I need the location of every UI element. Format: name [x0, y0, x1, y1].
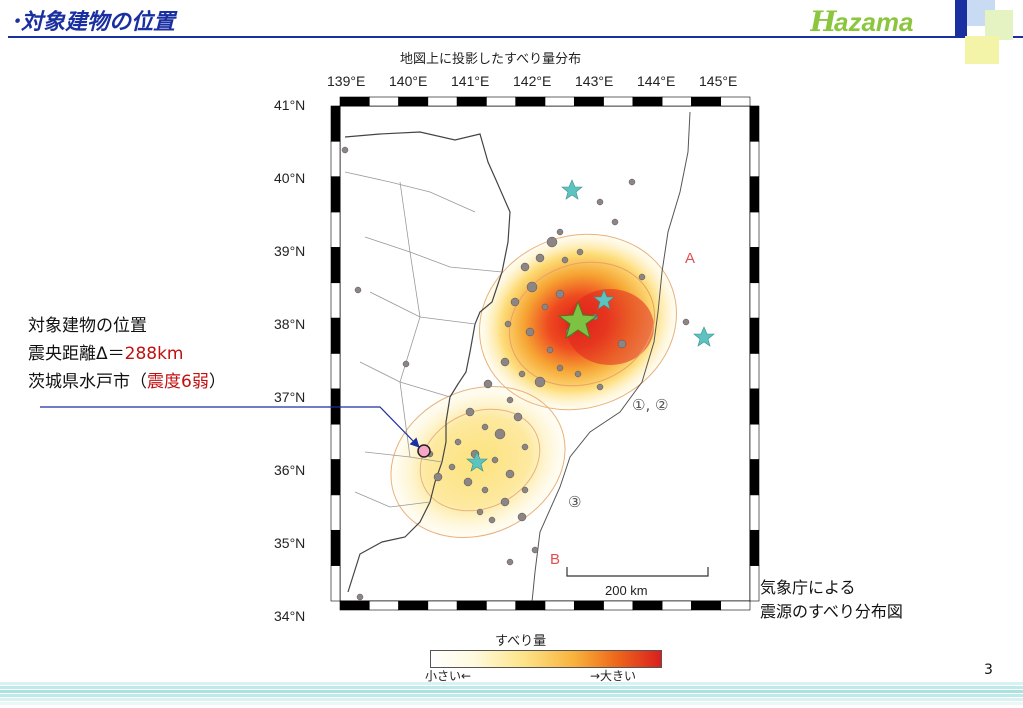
coastline: [344, 131, 511, 593]
label-b: B: [550, 551, 560, 568]
legend-small-label: 小さい←: [425, 669, 472, 683]
lat-tick-label: 40°N: [274, 170, 305, 186]
annotation-distance: 震央距離Δ＝288km: [28, 344, 184, 364]
lat-tick-label: 37°N: [274, 389, 305, 405]
svg-text:H: H: [810, 6, 838, 36]
lat-tick-label: 41°N: [274, 97, 305, 113]
footer-stripes: [0, 682, 1023, 705]
legend-title: すべり量: [495, 634, 547, 649]
title-underline: [8, 36, 1023, 38]
lon-tick-label: 139°E: [327, 73, 365, 89]
lon-tick-label: 143°E: [575, 73, 613, 89]
label-region-12: ①, ②: [632, 396, 668, 414]
aftershock-dots: [341, 146, 690, 601]
scale-bar: [566, 567, 709, 577]
lat-tick-label: 39°N: [274, 243, 305, 259]
slide-title: ･対象建物の位置: [10, 10, 176, 35]
scale-label: 200 km: [605, 583, 648, 598]
annotation-location: 茨城県水戸市（震度6弱）: [28, 372, 226, 392]
site-marker: [417, 444, 431, 458]
distance-value: 288km: [124, 344, 184, 364]
aftershock-star-icon: [593, 289, 615, 310]
lon-tick-label: 142°E: [513, 73, 551, 89]
aftershock-star-icon: [561, 179, 583, 200]
label-region-3: ③: [568, 493, 581, 511]
aftershock-star-icon: [466, 451, 488, 472]
trench-line: [531, 111, 691, 603]
lat-tick-label: 38°N: [274, 316, 305, 332]
location-suffix: ）: [208, 372, 226, 392]
lon-tick-label: 144°E: [637, 73, 675, 89]
location-label: 茨城県水戸市（: [28, 372, 147, 392]
map-title: 地図上に投影したすべり量分布: [400, 52, 582, 67]
lat-tick-label: 35°N: [274, 535, 305, 551]
intensity-value: 震度6弱: [147, 372, 209, 392]
distance-label: 震央距離Δ＝: [28, 344, 125, 364]
frame-border: [330, 96, 760, 611]
svg-text:azama: azama: [834, 7, 914, 36]
aftershock-star-icon: [693, 326, 715, 347]
annotation-building: 対象建物の位置: [28, 316, 147, 336]
company-logo: H azama: [810, 6, 914, 36]
longitude-labels: 139°E 140°E 141°E 142°E 143°E 144°E 145°E: [327, 73, 737, 89]
decorative-squares: [955, 0, 1013, 64]
lat-tick-label: 36°N: [274, 462, 305, 478]
latitude-labels: 41°N 40°N 39°N 38°N 37°N 36°N 35°N 34°N: [274, 97, 305, 622]
epicenter-star-icon: [557, 300, 599, 340]
lon-tick-label: 141°E: [451, 73, 489, 89]
source-caption-line1: 気象庁による: [760, 578, 856, 597]
page-number: 3: [984, 662, 993, 678]
slip-distribution-map: A B ①, ② ③ 200 km 139°E 140°E 141°E 142°E 14…: [274, 73, 760, 622]
lon-tick-label: 145°E: [699, 73, 737, 89]
lat-tick-label: 34°N: [274, 608, 305, 622]
source-caption-line2: 震源のすべり分布図: [760, 602, 903, 621]
label-a: A: [685, 250, 695, 267]
slip-legend-colorbar: [430, 650, 662, 668]
prefecture-boundaries: [344, 171, 503, 508]
lon-tick-label: 140°E: [389, 73, 427, 89]
legend-large-label: →大きい: [590, 669, 637, 683]
